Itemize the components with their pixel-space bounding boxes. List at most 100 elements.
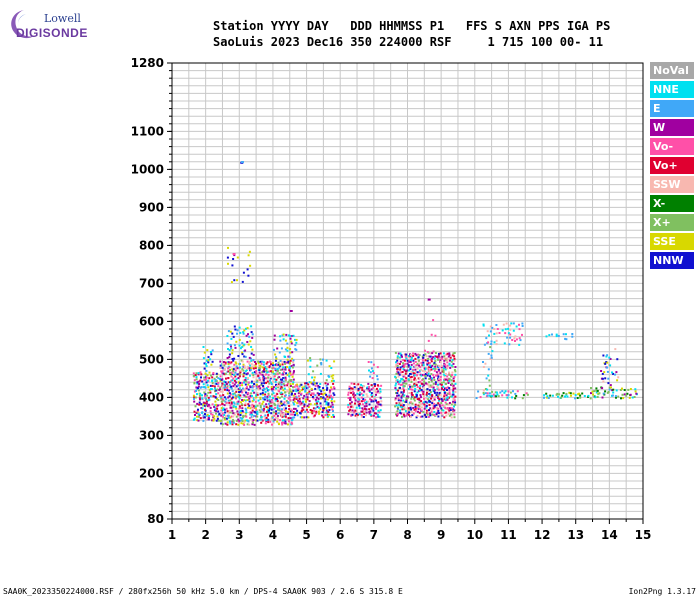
echo-point <box>303 405 306 408</box>
echo-point <box>232 401 235 404</box>
echo-point <box>491 326 494 329</box>
echo-point <box>310 411 313 413</box>
echo-point <box>229 422 232 425</box>
echo-point <box>244 407 247 410</box>
echo-point <box>418 354 421 357</box>
echo-point <box>246 386 248 389</box>
echo-point <box>400 391 403 394</box>
echo-point <box>241 384 244 387</box>
echo-point <box>258 364 261 367</box>
echo-point <box>321 414 324 417</box>
echo-point <box>606 354 609 357</box>
echo-point <box>238 397 241 400</box>
echo-point <box>202 346 205 348</box>
echo-point <box>430 368 433 371</box>
echo-point <box>446 389 448 391</box>
echo-point <box>617 395 620 398</box>
echo-point <box>254 407 257 410</box>
echo-point <box>277 408 279 411</box>
echo-point <box>358 398 361 401</box>
echo-point <box>514 340 516 342</box>
echo-point <box>265 369 268 372</box>
echo-point <box>271 388 274 391</box>
echo-point <box>499 391 502 394</box>
echo-point <box>330 400 333 402</box>
echo-point <box>292 381 295 384</box>
echo-point <box>244 370 247 373</box>
echo-point <box>255 381 258 383</box>
echo-point <box>505 322 508 325</box>
echo-point <box>239 371 242 374</box>
echo-point <box>369 375 372 378</box>
echo-point <box>602 354 605 357</box>
echo-point <box>194 396 197 399</box>
echo-point <box>450 375 453 378</box>
echo-point <box>412 354 415 357</box>
echo-point <box>419 369 422 372</box>
echo-point <box>425 397 428 400</box>
echo-point <box>221 378 224 381</box>
echo-point <box>197 387 199 389</box>
echo-point <box>268 395 271 398</box>
echo-point <box>280 391 283 394</box>
echo-point <box>202 416 205 419</box>
echo-point <box>221 403 224 405</box>
echo-point <box>256 413 259 415</box>
echo-point <box>240 422 243 425</box>
echo-point <box>395 391 397 394</box>
echo-point <box>254 400 257 403</box>
echo-point <box>367 361 370 363</box>
echo-point <box>421 402 424 405</box>
echo-point <box>612 391 615 394</box>
echo-point <box>428 362 431 364</box>
echo-point <box>326 413 329 416</box>
echo-point <box>204 402 207 405</box>
echo-point <box>309 365 312 368</box>
echo-point <box>429 384 432 387</box>
echo-point <box>283 401 286 404</box>
echo-point <box>377 415 380 418</box>
echo-point <box>202 404 205 407</box>
echo-point <box>414 371 417 374</box>
echo-point <box>205 381 208 384</box>
echo-point <box>282 380 285 383</box>
echo-point <box>417 407 420 410</box>
echo-point <box>514 392 517 395</box>
echo-point <box>247 420 250 423</box>
echo-point <box>416 362 419 365</box>
echo-point <box>197 419 200 422</box>
echo-point <box>436 411 439 414</box>
echo-point <box>254 361 256 363</box>
echo-point <box>410 356 413 359</box>
echo-point <box>376 413 379 416</box>
echo-point <box>257 399 260 402</box>
y-tick-label: 80 <box>147 512 164 526</box>
echo-point <box>502 323 505 326</box>
echo-point <box>444 373 447 375</box>
echo-point <box>607 390 610 393</box>
echo-point <box>401 383 404 386</box>
echo-point <box>301 386 304 389</box>
echo-point <box>269 400 272 403</box>
echo-point <box>210 388 213 391</box>
echo-point <box>312 381 315 384</box>
echo-point <box>219 360 222 363</box>
echo-point <box>403 408 406 411</box>
echo-point <box>595 389 598 392</box>
echo-point <box>403 359 406 362</box>
echo-point <box>415 395 418 398</box>
echo-point <box>606 370 609 373</box>
echo-point <box>276 373 279 376</box>
echo-point <box>305 393 308 396</box>
echo-point <box>254 397 256 400</box>
echo-point <box>509 391 512 394</box>
echo-point <box>410 415 412 418</box>
echo-point <box>237 413 240 416</box>
echo-point <box>452 380 455 382</box>
echo-point <box>413 399 416 402</box>
echo-point <box>358 393 361 396</box>
echo-point <box>229 330 232 333</box>
echo-point <box>230 361 233 364</box>
echo-point <box>279 387 282 390</box>
echo-point <box>209 395 212 398</box>
